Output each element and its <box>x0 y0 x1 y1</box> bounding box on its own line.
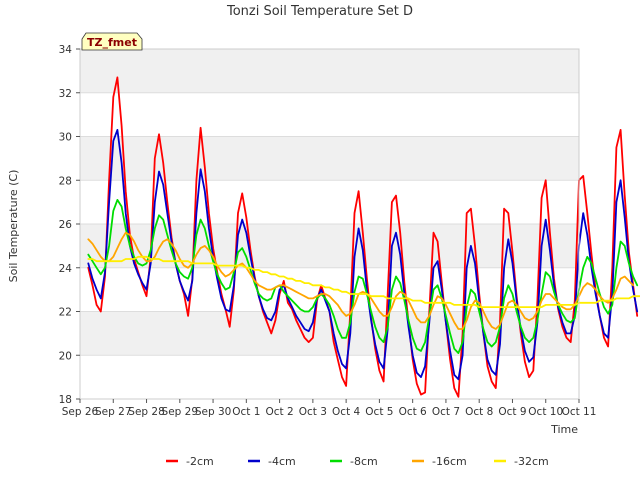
y-axis-ticks: 18 20 22 24 26 28 30 32 34 <box>59 44 80 406</box>
x-axis-label: Time <box>550 423 578 436</box>
x-tick-label: Oct 7 <box>432 406 460 418</box>
station-badge: TZ_fmet <box>81 32 143 51</box>
series-line-minus-16cm <box>87 231 634 330</box>
grid-band <box>80 311 579 356</box>
y-tick-label: 26 <box>59 219 73 231</box>
legend-label: -16cm <box>432 455 467 468</box>
series-lines <box>87 76 640 398</box>
y-tick-label: 22 <box>59 307 72 319</box>
y-tick-label: 20 <box>59 350 72 362</box>
x-tick-label: Sep 30 <box>195 406 232 418</box>
series-line-minus-4cm <box>87 128 639 381</box>
legend-label: -8cm <box>350 455 378 468</box>
x-tick-label: Oct 9 <box>498 406 526 418</box>
x-tick-label: Oct 10 <box>528 406 563 418</box>
x-tick-label: Oct 4 <box>332 406 360 418</box>
y-axis-label: Soil Temperature (C) <box>7 170 20 283</box>
y-tick-label: 24 <box>59 263 73 275</box>
x-tick-label: Oct 3 <box>299 406 327 418</box>
chart-title: Tonzi Soil Temperature Set D <box>226 4 413 19</box>
x-tick-label: Sep 28 <box>128 406 165 418</box>
legend-label: -32cm <box>514 455 549 468</box>
grid-band <box>80 49 579 93</box>
series-line-minus-8cm <box>87 198 639 355</box>
x-tick-label: Sep 27 <box>95 406 132 418</box>
station-badge-label: TZ_fmet <box>87 36 137 49</box>
legend-label: -4cm <box>268 455 296 468</box>
x-tick-label: Oct 8 <box>465 406 493 418</box>
y-tick-label: 18 <box>59 394 72 406</box>
x-tick-label: Sep 29 <box>162 406 199 418</box>
y-tick-label: 28 <box>59 175 72 187</box>
x-tick-label: Oct 2 <box>266 406 294 418</box>
y-tick-label: 32 <box>59 88 72 100</box>
x-tick-label: Oct 1 <box>232 406 260 418</box>
series-line-minus-32cm <box>87 255 640 309</box>
y-tick-label: 30 <box>59 132 72 144</box>
x-tick-label: Sep 26 <box>62 406 99 418</box>
x-tick-label: Oct 6 <box>399 406 427 418</box>
x-tick-label: Oct 5 <box>365 406 393 418</box>
x-tick-label: Oct 11 <box>562 406 597 418</box>
y-tick-label: 34 <box>59 44 73 56</box>
legend: -2cm -4cm -8cm -16cm -32cm <box>166 455 549 468</box>
legend-label: -2cm <box>186 455 214 468</box>
